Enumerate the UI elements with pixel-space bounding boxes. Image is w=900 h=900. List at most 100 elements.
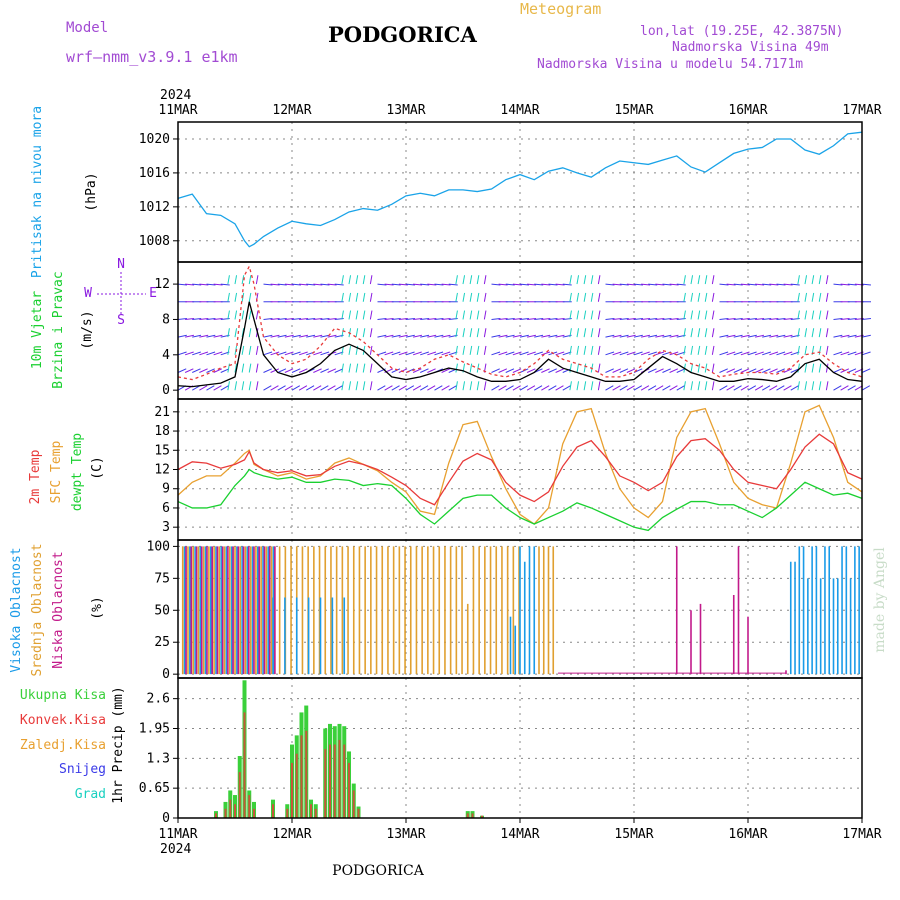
wind-barb bbox=[605, 368, 614, 373]
wind-barb bbox=[605, 283, 615, 286]
footer-station: PODGORICA bbox=[332, 863, 425, 879]
cloud-mid-axis-title: Srednja Oblacnost bbox=[30, 543, 45, 676]
wind-barb bbox=[804, 310, 808, 320]
pressure-unit: (hPa) bbox=[84, 172, 99, 211]
wind-barb bbox=[420, 283, 430, 286]
wind-barb bbox=[726, 368, 736, 373]
wind-barb bbox=[270, 318, 280, 320]
wind-barb bbox=[811, 328, 815, 338]
compass-n: N bbox=[117, 257, 125, 272]
wind-barb bbox=[498, 368, 508, 373]
wind-barb bbox=[362, 381, 366, 391]
sfc-temp-axis-title: SFC Temp bbox=[49, 441, 64, 504]
wind-barb bbox=[327, 283, 337, 286]
wind-barb bbox=[241, 328, 245, 338]
wind-barb bbox=[434, 385, 443, 391]
wind-barb bbox=[462, 310, 466, 320]
wind-barb bbox=[434, 283, 444, 286]
wind-barb bbox=[177, 334, 187, 338]
wind-barb bbox=[576, 328, 580, 338]
wind-barb bbox=[248, 381, 252, 391]
wind-barb bbox=[562, 385, 571, 391]
wind-barb bbox=[384, 385, 393, 391]
wind-barb bbox=[420, 334, 430, 338]
wind-barb bbox=[733, 334, 743, 338]
wind-barb bbox=[655, 385, 664, 391]
wind-barb bbox=[541, 334, 551, 338]
wind-barb bbox=[747, 334, 757, 338]
wind-barb bbox=[555, 385, 564, 391]
wind-barb bbox=[185, 334, 195, 338]
wind-barb bbox=[270, 334, 280, 338]
wind-barb bbox=[199, 351, 209, 356]
wind-barb bbox=[569, 275, 572, 285]
wind-barb bbox=[405, 283, 416, 286]
wind-barb bbox=[548, 318, 558, 320]
x-tick-label-top: 12MAR bbox=[272, 103, 311, 118]
wind-barb bbox=[833, 283, 843, 286]
wind-barb bbox=[733, 283, 743, 286]
wind-barb bbox=[213, 368, 223, 373]
x-tick-label-top: 17MAR bbox=[842, 103, 881, 118]
wind-barb bbox=[626, 318, 636, 320]
wind-barb bbox=[726, 385, 735, 391]
wind-barb bbox=[840, 385, 849, 391]
wind-barb bbox=[861, 385, 871, 391]
wind-barb bbox=[776, 351, 786, 356]
wind-barb bbox=[391, 368, 401, 373]
wind-barb bbox=[255, 381, 259, 391]
wind-barb bbox=[227, 275, 230, 285]
y-tick-label: 8 bbox=[162, 312, 170, 327]
wind-barb bbox=[633, 318, 644, 320]
wind-barb bbox=[213, 385, 222, 391]
wind-barb bbox=[277, 351, 287, 356]
wind-barb bbox=[227, 292, 230, 302]
wind-barb bbox=[840, 318, 850, 320]
wind-barb bbox=[840, 334, 850, 338]
y-tick-label: 1.95 bbox=[139, 721, 170, 736]
wind-barb bbox=[847, 334, 857, 338]
wind-barb bbox=[441, 368, 451, 373]
y-tick-label: 12 bbox=[154, 463, 170, 478]
precip-conv-bar bbox=[272, 804, 274, 818]
wind-barb bbox=[605, 334, 615, 338]
wind-barb bbox=[704, 310, 708, 320]
wind-barb bbox=[548, 283, 558, 286]
wind-barb bbox=[690, 363, 694, 373]
wind-barb bbox=[683, 381, 686, 391]
wind-barb bbox=[384, 334, 394, 338]
wind-barb bbox=[391, 385, 400, 391]
wind-barb bbox=[469, 345, 473, 355]
wind-barb bbox=[769, 283, 779, 286]
wind-barb bbox=[298, 368, 308, 373]
wind-barb bbox=[648, 385, 657, 391]
wind-barb bbox=[306, 334, 316, 338]
wind-barb bbox=[640, 385, 650, 391]
wind-barb bbox=[227, 310, 230, 320]
credit-watermark: made by Angel bbox=[872, 547, 888, 653]
wind-barb bbox=[377, 318, 387, 320]
y-tick-label: 1016 bbox=[139, 166, 170, 181]
wind-barb bbox=[769, 318, 779, 320]
wind-barb bbox=[341, 275, 344, 285]
wind-barb bbox=[184, 351, 194, 356]
wind-barb bbox=[747, 351, 757, 356]
wind-barb bbox=[619, 334, 629, 338]
wind-barb bbox=[861, 368, 871, 373]
wind-barb bbox=[541, 351, 551, 356]
wind-barb bbox=[804, 381, 808, 391]
wind-barb bbox=[284, 351, 294, 356]
wind-barb bbox=[583, 292, 587, 302]
wind-barb bbox=[192, 334, 202, 338]
wind-barb bbox=[619, 368, 629, 373]
wind-barb bbox=[733, 351, 743, 356]
dewpoint-axis-title: dewpt Temp bbox=[70, 433, 85, 511]
wind-barb bbox=[519, 318, 530, 320]
wind-barb bbox=[519, 385, 529, 391]
wind-barb bbox=[441, 283, 451, 286]
wind-barb bbox=[512, 318, 522, 320]
wind-barb bbox=[776, 385, 785, 391]
wind-barb bbox=[719, 385, 728, 391]
wind-barb bbox=[270, 351, 280, 356]
wind-barb bbox=[704, 345, 708, 355]
